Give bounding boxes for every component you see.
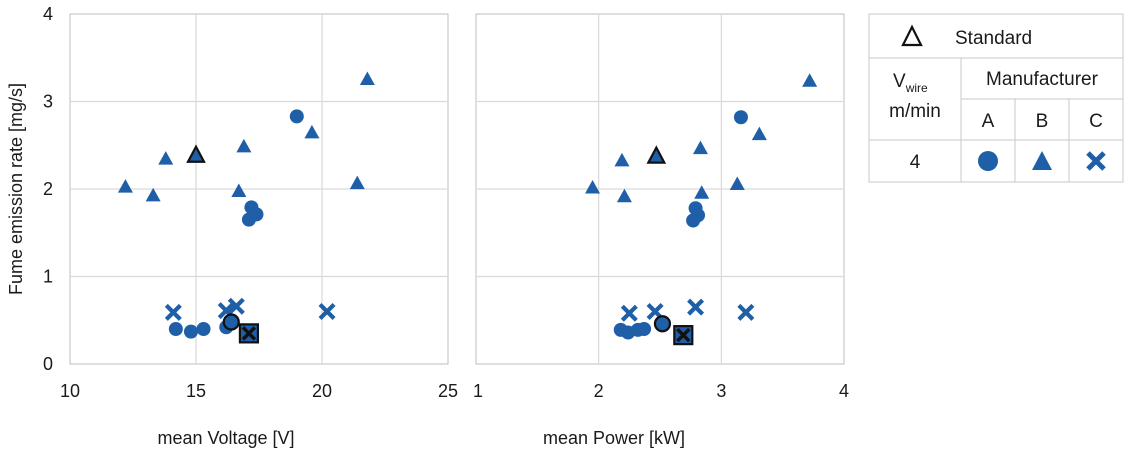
voltage-ticks: 10 15 20 25 0 1 2 3 4	[43, 4, 458, 401]
data-point-manufacturer-c	[620, 304, 638, 322]
data-point-manufacturer-c	[164, 303, 182, 321]
data-point-manufacturer-b	[751, 126, 767, 141]
x-tick-label: 20	[312, 381, 332, 401]
data-point-manufacturer-b	[349, 175, 365, 190]
y-tick-label: 1	[43, 267, 53, 287]
data-point-manufacturer-a	[637, 322, 652, 336]
y-tick-label: 4	[43, 4, 53, 24]
power-grid	[476, 14, 844, 364]
data-point-standard-circle	[653, 315, 672, 333]
y-tick-label: 3	[43, 92, 53, 112]
legend-table: Standard Vwire m/min Manufacturer A B C …	[868, 13, 1124, 183]
legend-vwire-label: Vwire	[893, 71, 928, 95]
data-point-manufacturer-b	[585, 180, 601, 194]
data-point-manufacturer-a	[686, 213, 701, 228]
x-axis-label-power: mean Power [kW]	[543, 428, 685, 448]
data-point-manufacturer-b	[692, 140, 708, 155]
data-point-manufacturer-b	[359, 71, 375, 86]
legend-standard-triangle-icon	[901, 24, 923, 47]
data-point-manufacturer-b	[729, 176, 745, 191]
legend-circle-icon	[978, 151, 998, 171]
x-tick-label: 15	[186, 381, 206, 401]
legend-standard-label: Standard	[955, 28, 1032, 49]
data-point-manufacturer-c	[737, 303, 755, 321]
data-point-manufacturer-b	[145, 187, 161, 202]
legend-vwire-value: 4	[910, 152, 921, 173]
data-point-manufacturer-b	[158, 151, 174, 165]
y-tick-label: 2	[43, 179, 53, 199]
power-ticks: 1 2 3 4	[473, 381, 849, 401]
data-point-manufacturer-a	[241, 212, 256, 227]
data-point-manufacturer-b	[231, 183, 247, 198]
legend-manufacturer-label: Manufacturer	[986, 69, 1099, 90]
legend-vwire-unit: m/min	[889, 101, 941, 122]
voltage-data-points	[117, 71, 375, 344]
legend-triangle-icon	[1032, 151, 1052, 170]
data-point-manufacturer-b	[236, 138, 252, 153]
x-tick-label: 3	[716, 381, 726, 401]
data-point-manufacturer-a	[168, 322, 183, 336]
legend-column-b: B	[1036, 111, 1049, 132]
data-point-manufacturer-b	[117, 179, 133, 193]
data-point-manufacturer-b	[614, 152, 630, 167]
data-point-manufacturer-c	[318, 303, 336, 320]
data-point-manufacturer-b	[304, 124, 320, 139]
data-point-manufacturer-a	[183, 324, 198, 339]
voltage-panel: 10 15 20 25 0 1 2 3 4 mean Voltage [V] Fume emis…	[6, 4, 458, 448]
data-point-standard-cross	[673, 325, 694, 346]
data-point-standard-triangle	[646, 145, 667, 164]
legend-column-a: A	[982, 111, 995, 132]
x-tick-label: 2	[594, 381, 604, 401]
data-point-manufacturer-c	[687, 298, 705, 316]
x-tick-label: 10	[60, 381, 80, 401]
legend-cross-icon	[1086, 151, 1106, 171]
data-point-manufacturer-a	[289, 109, 304, 124]
y-axis-label: Fume emission rate [mg/s]	[6, 83, 26, 295]
power-panel: 1 2 3 4 mean Power [kW]	[473, 13, 849, 448]
x-tick-label: 1	[473, 381, 483, 401]
data-point-manufacturer-b	[694, 185, 710, 199]
data-point-manufacturer-b	[802, 73, 818, 87]
data-point-manufacturer-c	[227, 297, 245, 315]
data-point-standard-circle	[222, 313, 240, 331]
power-data-points	[585, 73, 818, 346]
y-tick-label: 0	[43, 354, 53, 374]
data-point-manufacturer-a	[733, 110, 748, 125]
data-point-standard-cross	[238, 323, 260, 344]
x-tick-label: 4	[839, 381, 849, 401]
x-axis-label-voltage: mean Voltage [V]	[157, 428, 294, 448]
legend-column-c: C	[1089, 111, 1103, 132]
data-point-manufacturer-a	[196, 322, 211, 336]
x-tick-label: 25	[438, 381, 458, 401]
data-point-manufacturer-b	[616, 188, 632, 203]
data-point-standard-triangle	[186, 144, 206, 163]
